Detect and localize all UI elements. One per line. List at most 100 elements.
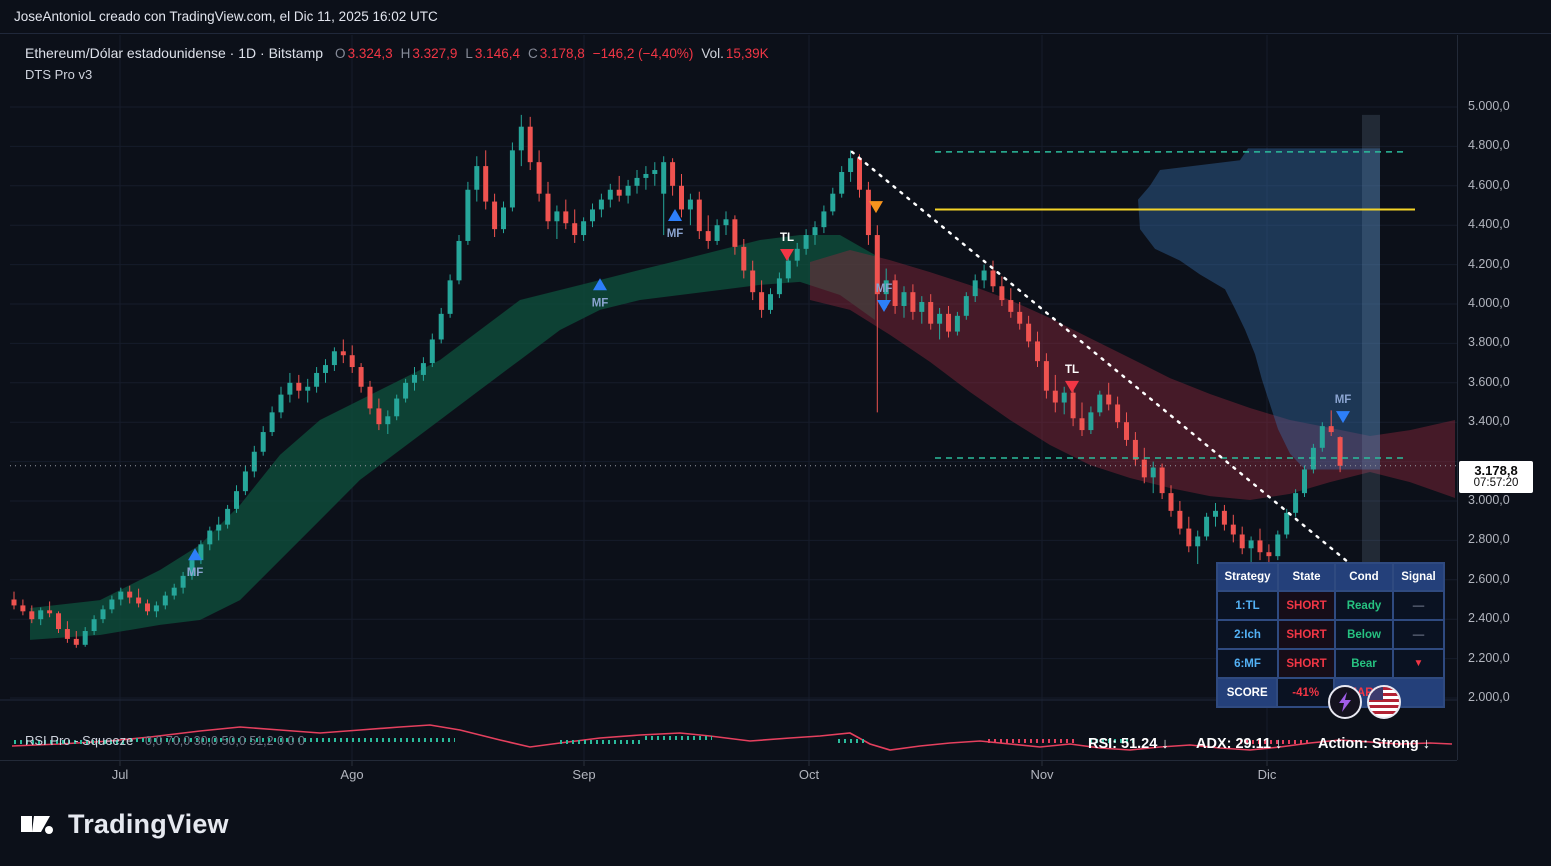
candle-body (1337, 437, 1343, 466)
strategy-row-tl: 1:TL SHORT Ready — (1217, 591, 1444, 620)
candle-body (47, 610, 53, 614)
candle-body (883, 280, 889, 295)
strategy-signal: — (1393, 620, 1444, 649)
low-label: L (465, 46, 473, 61)
score-value: -41% (1277, 678, 1334, 707)
candle-body (1221, 510, 1227, 525)
candle-body (848, 158, 854, 173)
candle-body (581, 221, 587, 236)
candle-body (910, 292, 916, 312)
candle-body (1017, 311, 1023, 324)
candle-body (73, 638, 79, 645)
price-tick-label: 3.400,0 (1468, 414, 1510, 429)
price-tick-label: 2.000,0 (1468, 690, 1510, 704)
price-tick-label: 3.800,0 (1468, 335, 1510, 350)
candle-body (946, 313, 951, 332)
candle-body (518, 126, 524, 151)
rsi-line (11, 724, 1453, 751)
candle-body (1284, 512, 1290, 535)
price-tick-label: 2.200,0 (1468, 650, 1510, 665)
us-flag-badge-icon[interactable] (1367, 685, 1401, 719)
candle-body (1035, 341, 1040, 362)
candle-body (420, 363, 426, 375)
adx-metric: ADX: 29.11 ↓ (1196, 736, 1283, 752)
strategy-table-header-strategy: Strategy (1217, 563, 1278, 591)
rsi-indicator-params: 0,0 70,0 30,0 50,0 51,2 0 0 0 (145, 734, 305, 748)
marker-label: TL (1065, 364, 1079, 376)
lightning-badge-icon[interactable] (1328, 685, 1362, 719)
buy-marker-triangle-icon (593, 278, 607, 291)
candle-body (474, 166, 480, 190)
current-price-value: 3.178,8 (1474, 463, 1518, 478)
candle-body (367, 386, 373, 409)
candle-body (91, 619, 97, 632)
candle-body (412, 374, 417, 383)
candle-body (1070, 392, 1076, 419)
sell-marker-triangle-icon (877, 299, 891, 312)
candle-body (972, 280, 978, 297)
trendline (850, 150, 1350, 564)
candle-body (242, 471, 248, 492)
candle-body (483, 166, 489, 202)
candle-body (776, 278, 782, 295)
time-tick-label: Nov (1030, 767, 1054, 782)
strategy-signal: — (1393, 591, 1444, 620)
candle-body (385, 416, 391, 425)
candle-body (207, 530, 213, 545)
candle-body (990, 270, 996, 287)
candle-body (1195, 536, 1201, 547)
candle-body (314, 372, 320, 387)
price-tick-label: 5.000,0 (1468, 99, 1510, 113)
candle-body (1204, 516, 1210, 537)
candle-body (11, 599, 17, 606)
strategy-state: SHORT (1278, 649, 1335, 678)
candle-body (857, 158, 862, 190)
candle-body (64, 629, 70, 639)
price-tick-label: 4.000,0 (1468, 296, 1510, 310)
symbol-legend[interactable]: Ethereum/Dólar estadounidense · 1D · Bit… (25, 45, 769, 61)
candle-body (1088, 412, 1094, 431)
tradingview-brand[interactable]: TradingView (16, 803, 229, 845)
candle-body (572, 223, 578, 236)
candle-body (928, 302, 934, 324)
open-label: O (335, 46, 346, 61)
candle-body (358, 367, 364, 387)
candle-body (447, 280, 453, 314)
sell-marker-triangle-icon (780, 248, 794, 261)
rsi-indicator-legend[interactable]: RSI Pro - Squeeze 0,0 70,0 30,0 50,0 51,… (25, 733, 305, 748)
candle-body (1168, 493, 1174, 511)
candle-body (465, 189, 471, 241)
candle-body (901, 292, 907, 306)
strategy-row-mf: 6:MF SHORT Bear ▼ (1217, 649, 1444, 678)
candle-body (652, 170, 658, 174)
indicator-legend[interactable]: DTS Pro v3 (25, 67, 93, 82)
current-price-label: 3.178,8 07:57:20 (1459, 461, 1533, 493)
price-scale-axis[interactable]: 5.000,0 4.800,0 4.600,0 4.400,0 4.200,0 4.000… (1457, 35, 1551, 760)
high-label: H (400, 46, 411, 61)
volume-label: Vol. (701, 46, 724, 61)
price-tick-label: 4.200,0 (1468, 256, 1510, 271)
candle-body (803, 235, 809, 249)
candle-body (1213, 510, 1218, 517)
candle-body (1079, 418, 1085, 431)
strategy-table-header-signal: Signal (1393, 563, 1444, 591)
strategy-name: 2:Ich (1217, 620, 1278, 649)
candle-body (768, 294, 773, 310)
candle-body (438, 313, 444, 340)
candle-body (340, 351, 346, 356)
candle-body (563, 211, 569, 224)
candle-body (225, 508, 231, 525)
candle-body (759, 292, 765, 310)
strategy-state: SHORT (1278, 591, 1335, 620)
candle-body (180, 575, 186, 588)
high-value: 3.327,9 (412, 46, 458, 61)
candle-body (127, 591, 133, 598)
marker-label: MF (667, 228, 684, 240)
candle-body (171, 587, 177, 596)
symbol-title: Ethereum/Dólar estadounidense · 1D · Bit… (25, 45, 324, 61)
buy-marker-triangle-icon (668, 208, 682, 221)
time-axis[interactable]: Jul Ago Sep Oct Nov Dic (0, 760, 1457, 791)
candle-body (1266, 552, 1272, 557)
